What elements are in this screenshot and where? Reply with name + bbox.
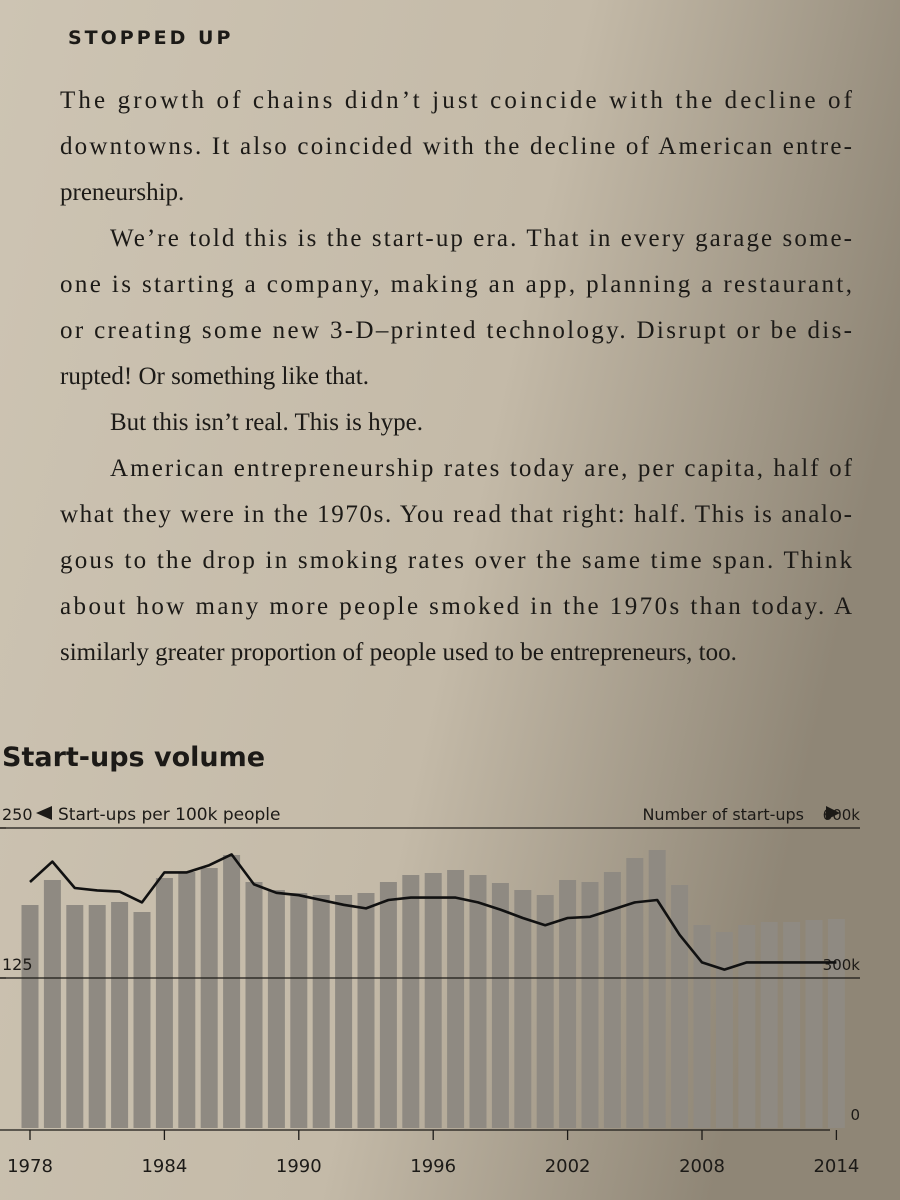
text-line: or creating some new 3-D–printed technol… <box>60 317 852 344</box>
bar <box>267 890 285 1128</box>
bar <box>402 875 420 1128</box>
y-tick-label: 125 <box>2 955 33 974</box>
body-text: The growth of chains didn’t just coincid… <box>60 87 853 666</box>
y2-tick-label: 300k <box>823 956 861 974</box>
bar <box>559 880 577 1128</box>
chart-title: Start-ups volume <box>2 742 265 773</box>
x-tick-label: 2008 <box>679 1156 725 1177</box>
line-series <box>29 853 837 971</box>
bar <box>581 882 599 1128</box>
text-line: preneurship. <box>60 179 184 206</box>
bar <box>447 870 465 1128</box>
bar <box>312 895 330 1128</box>
bar <box>491 883 509 1128</box>
text-line: But this isn’t real. This is hype. <box>110 409 423 436</box>
bar <box>245 882 263 1128</box>
bar <box>738 925 756 1128</box>
text-line: one is starting a company, making an app… <box>60 271 852 298</box>
text-line: similarly greater proportion of people u… <box>60 639 737 666</box>
bar <box>200 868 218 1128</box>
x-tick-label: 1990 <box>276 1156 322 1177</box>
bar <box>715 932 733 1128</box>
bar <box>290 893 308 1128</box>
x-tick-label: 1978 <box>7 1156 53 1177</box>
bar <box>111 902 129 1128</box>
bar <box>469 875 487 1128</box>
bar <box>783 922 801 1128</box>
bar <box>223 855 241 1128</box>
text-line: what they were in the 1970s. You read th… <box>60 501 852 528</box>
bar <box>626 858 644 1128</box>
x-tick-label: 2014 <box>813 1156 859 1177</box>
x-tick-label: 1984 <box>141 1156 187 1177</box>
bar <box>21 905 39 1128</box>
y2-tick-label: 0 <box>850 1106 860 1124</box>
bar <box>43 880 61 1128</box>
bar <box>379 882 397 1128</box>
bar <box>514 890 532 1128</box>
bar <box>424 873 442 1128</box>
bar <box>760 922 778 1128</box>
bar <box>88 905 106 1128</box>
y2-tick-label: 600k <box>823 806 861 824</box>
text-line: downtowns. It also coincided with the de… <box>60 133 852 160</box>
x-tick-label: 2002 <box>545 1156 591 1177</box>
y2-axis-title: Number of start-ups <box>642 805 804 824</box>
text-line: rupted! Or something like that. <box>60 363 369 390</box>
text-line: American entrepreneurship rates today ar… <box>110 455 853 482</box>
x-tick-label: 1996 <box>410 1156 456 1177</box>
bar <box>357 893 375 1128</box>
bar <box>536 895 554 1128</box>
y-tick-label: 250 <box>2 805 33 824</box>
bar <box>335 895 353 1128</box>
y-axis-title: Start-ups per 100k people <box>58 805 280 825</box>
bar <box>805 920 823 1128</box>
bar <box>155 878 173 1128</box>
bar <box>671 885 689 1128</box>
chart: Start-ups volume Start-ups per 100k peopl… <box>0 742 860 1177</box>
arrow <box>826 806 840 820</box>
bar <box>693 925 711 1128</box>
running-header: STOPPED UP <box>68 27 233 49</box>
arrow <box>36 806 52 820</box>
bar <box>133 912 151 1128</box>
bar <box>66 905 84 1128</box>
bar <box>648 850 666 1128</box>
bar <box>603 872 621 1128</box>
text-line: about how many more people smoked in the… <box>60 593 852 620</box>
text-line: We’re told this is the start-up era. Tha… <box>110 225 852 252</box>
bar <box>827 919 845 1128</box>
bar <box>178 872 196 1128</box>
